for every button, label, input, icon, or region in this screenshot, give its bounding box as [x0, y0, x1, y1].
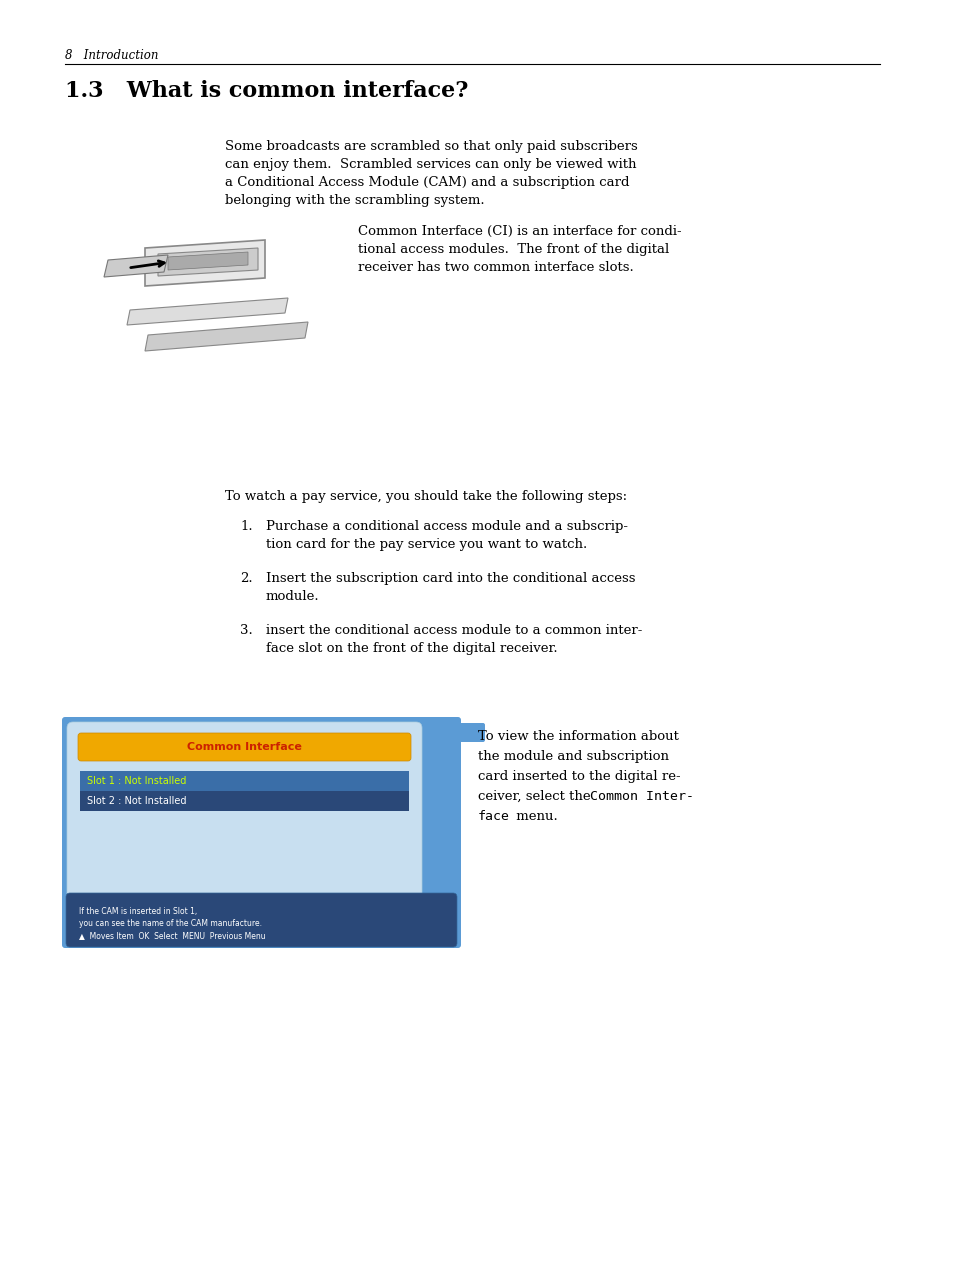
Text: Slot 2 : Not Installed: Slot 2 : Not Installed [87, 796, 186, 806]
Text: tional access modules.  The front of the digital: tional access modules. The front of the … [357, 243, 669, 256]
Text: Common Inter-: Common Inter- [589, 790, 693, 803]
FancyBboxPatch shape [67, 722, 421, 899]
Text: receiver has two common interface slots.: receiver has two common interface slots. [357, 261, 633, 273]
Text: Insert the subscription card into the conditional access: Insert the subscription card into the co… [266, 572, 635, 585]
Text: 3.: 3. [240, 625, 253, 637]
FancyBboxPatch shape [451, 722, 484, 742]
Text: a Conditional Access Module (CAM) and a subscription card: a Conditional Access Module (CAM) and a … [225, 176, 629, 190]
Text: To watch a pay service, you should take the following steps:: To watch a pay service, you should take … [225, 490, 626, 502]
Text: 1.3   What is common interface?: 1.3 What is common interface? [65, 80, 468, 102]
Text: 8   Introduction: 8 Introduction [65, 50, 158, 62]
Polygon shape [145, 240, 265, 286]
Text: 2.: 2. [240, 572, 253, 585]
Text: tion card for the pay service you want to watch.: tion card for the pay service you want t… [266, 538, 587, 551]
Text: card inserted to the digital re-: card inserted to the digital re- [477, 770, 679, 784]
Polygon shape [104, 254, 168, 277]
Text: Slot 1 : Not Installed: Slot 1 : Not Installed [87, 776, 186, 786]
Text: Purchase a conditional access module and a subscrip-: Purchase a conditional access module and… [266, 520, 627, 533]
Polygon shape [168, 252, 248, 270]
Text: face: face [477, 810, 510, 823]
Text: Common Interface: Common Interface [187, 742, 301, 752]
Text: can enjoy them.  Scrambled services can only be viewed with: can enjoy them. Scrambled services can o… [225, 158, 636, 170]
FancyBboxPatch shape [80, 771, 409, 791]
Polygon shape [145, 322, 308, 351]
Text: you can see the name of the CAM manufacture.: you can see the name of the CAM manufact… [79, 918, 262, 929]
FancyBboxPatch shape [62, 717, 460, 948]
FancyBboxPatch shape [78, 733, 411, 761]
Text: 1.: 1. [240, 520, 253, 533]
Polygon shape [127, 298, 288, 326]
Text: belonging with the scrambling system.: belonging with the scrambling system. [225, 195, 484, 207]
Text: Some broadcasts are scrambled so that only paid subscribers: Some broadcasts are scrambled so that on… [225, 140, 638, 153]
Text: To view the information about: To view the information about [477, 730, 679, 743]
Text: ceiver, select the: ceiver, select the [477, 790, 595, 803]
Text: insert the conditional access module to a common inter-: insert the conditional access module to … [266, 625, 641, 637]
Text: If the CAM is inserted in Slot 1,: If the CAM is inserted in Slot 1, [79, 907, 197, 916]
Text: module.: module. [266, 590, 319, 603]
Text: menu.: menu. [512, 810, 558, 823]
Polygon shape [158, 248, 257, 276]
FancyBboxPatch shape [80, 791, 409, 812]
Text: the module and subscription: the module and subscription [477, 750, 668, 763]
Text: ▲  Moves Item  OK  Select  MENU  Previous Menu: ▲ Moves Item OK Select MENU Previous Men… [79, 931, 265, 940]
FancyBboxPatch shape [66, 893, 456, 946]
Text: face slot on the front of the digital receiver.: face slot on the front of the digital re… [266, 642, 558, 655]
Text: Common Interface (CI) is an interface for condi-: Common Interface (CI) is an interface fo… [357, 225, 680, 238]
